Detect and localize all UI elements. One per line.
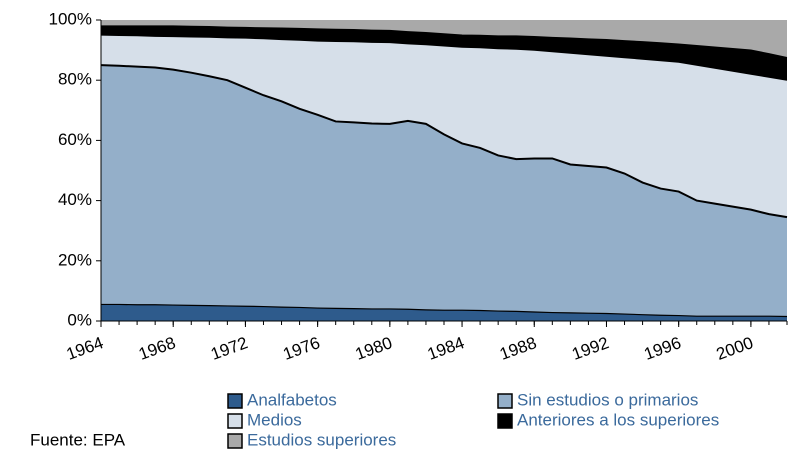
boundary-line <box>100 64 788 219</box>
boundary-line <box>101 25 788 59</box>
x-tick-label: 1988 <box>497 333 539 364</box>
x-tick-label: 1972 <box>208 333 250 364</box>
y-tick-label: 80% <box>58 70 92 89</box>
area <box>101 65 787 317</box>
x-tick-label: 1968 <box>136 333 178 364</box>
legend-label: Analfabetos <box>247 390 337 409</box>
area <box>101 26 787 81</box>
y-tick-label: 20% <box>58 250 92 269</box>
area <box>101 20 787 58</box>
x-tick-label: 1984 <box>425 333 467 364</box>
boundary-line <box>101 303 788 318</box>
legend-label: Anteriores a los superiores <box>517 410 719 429</box>
x-tick-label: 1996 <box>642 333 684 364</box>
area <box>101 304 787 321</box>
legend-label: Estudios superiores <box>247 430 396 449</box>
legend-swatch <box>497 393 513 409</box>
legend-swatch <box>227 393 243 409</box>
y-tick-label: 100% <box>49 9 92 28</box>
y-tick-label: 40% <box>58 190 92 209</box>
x-tick-label: 1964 <box>64 333 106 364</box>
legend-label: Medios <box>247 410 302 429</box>
legend-swatch <box>497 413 513 429</box>
legend-label: Sin estudios o primarios <box>517 390 698 409</box>
source-note: Fuente: EPA <box>30 430 126 449</box>
legend-swatch <box>227 433 243 449</box>
x-tick-label: 1976 <box>280 333 322 364</box>
boundary-line <box>100 34 788 81</box>
y-tick-label: 60% <box>58 130 92 149</box>
x-tick-label: 1980 <box>353 333 395 364</box>
x-tick-label: 1992 <box>569 333 611 364</box>
x-tick-label: 2000 <box>714 333 756 364</box>
y-tick-label: 0% <box>67 310 92 329</box>
area <box>101 35 787 218</box>
legend-swatch <box>227 413 243 429</box>
